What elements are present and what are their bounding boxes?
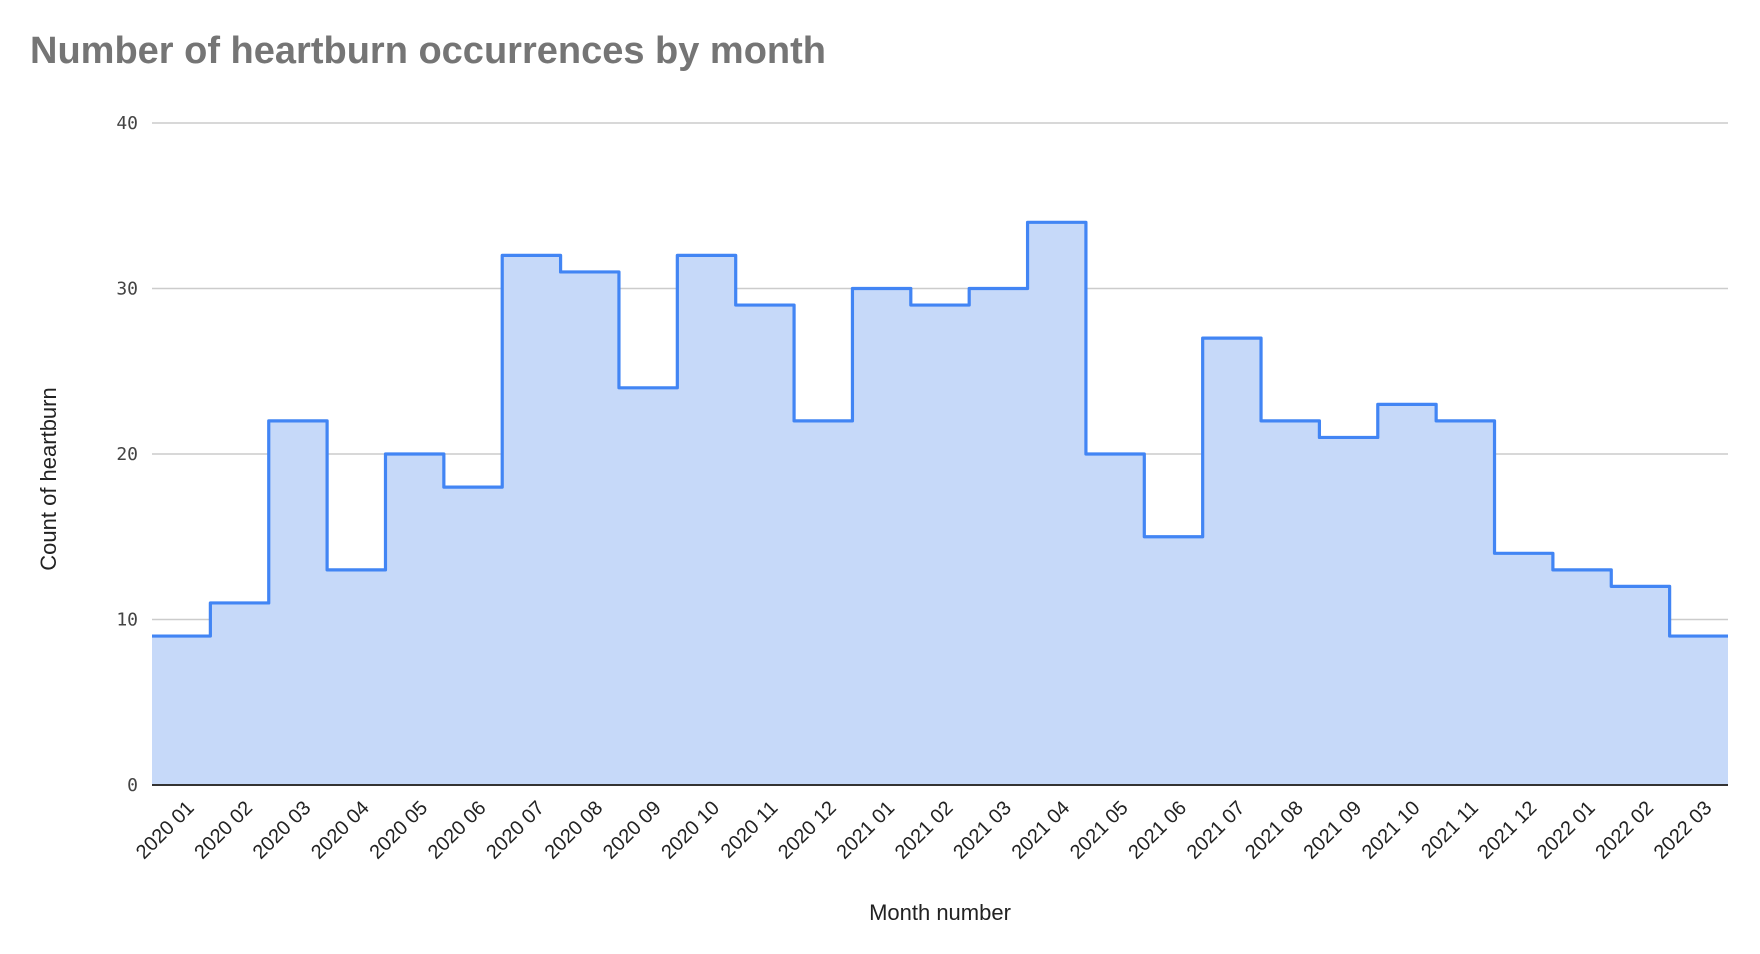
x-tick-label-2020-09: 2020 09 (599, 797, 666, 864)
x-tick-label-2021-04: 2021 04 (1008, 797, 1075, 864)
y-axis-ticks: 0 10 20 30 40 (116, 113, 138, 796)
x-tick-label-2021-12: 2021 12 (1475, 797, 1542, 864)
x-tick-label-2021-08: 2021 08 (1241, 797, 1308, 864)
x-axis-label: Month number (869, 900, 1011, 925)
x-tick-label-2020-01: 2020 01 (132, 797, 199, 864)
x-tick-label-2020-08: 2020 08 (541, 797, 608, 864)
x-tick-label-2020-07: 2020 07 (482, 797, 549, 864)
x-tick-label-2020-04: 2020 04 (307, 797, 374, 864)
x-tick-label-2022-01: 2022 01 (1533, 797, 1600, 864)
x-tick-label-2020-10: 2020 10 (657, 797, 724, 864)
x-tick-label-2021-07: 2021 07 (1183, 797, 1250, 864)
y-tick-label-30: 30 (116, 279, 138, 300)
x-tick-label-2022-02: 2022 02 (1591, 797, 1658, 864)
x-tick-label-2021-11: 2021 11 (1417, 797, 1483, 863)
x-tick-label-2021-06: 2021 06 (1124, 797, 1191, 864)
chart-title: Number of heartburn occurrences by month (30, 30, 827, 72)
x-tick-label-2021-02: 2021 02 (891, 797, 958, 864)
x-tick-label-2020-12: 2020 12 (774, 797, 841, 864)
x-tick-label-2021-03: 2021 03 (949, 797, 1016, 864)
x-tick-label-2021-05: 2021 05 (1066, 797, 1133, 864)
x-tick-label-2021-01: 2021 01 (832, 797, 899, 864)
x-tick-label-2021-10: 2021 10 (1358, 797, 1425, 864)
x-tick-label-2020-06: 2020 06 (424, 797, 491, 864)
y-tick-label-0: 0 (127, 775, 138, 796)
area-fill (152, 222, 1728, 786)
y-tick-label-20: 20 (116, 444, 138, 465)
y-tick-label-10: 10 (116, 610, 138, 631)
x-tick-label-2021-09: 2021 09 (1299, 797, 1366, 864)
y-axis-label: Count of heartburn (36, 387, 61, 570)
area-series (152, 220, 1728, 786)
x-tick-label-2020-11: 2020 11 (717, 797, 783, 863)
y-tick-label-40: 40 (116, 113, 138, 134)
series-line (152, 220, 1728, 638)
x-tick-label-2020-02: 2020 02 (190, 797, 257, 864)
x-tick-label-2020-05: 2020 05 (366, 797, 433, 864)
x-tick-label-2020-03: 2020 03 (249, 797, 316, 864)
x-tick-label-2022-03: 2022 03 (1650, 797, 1717, 864)
